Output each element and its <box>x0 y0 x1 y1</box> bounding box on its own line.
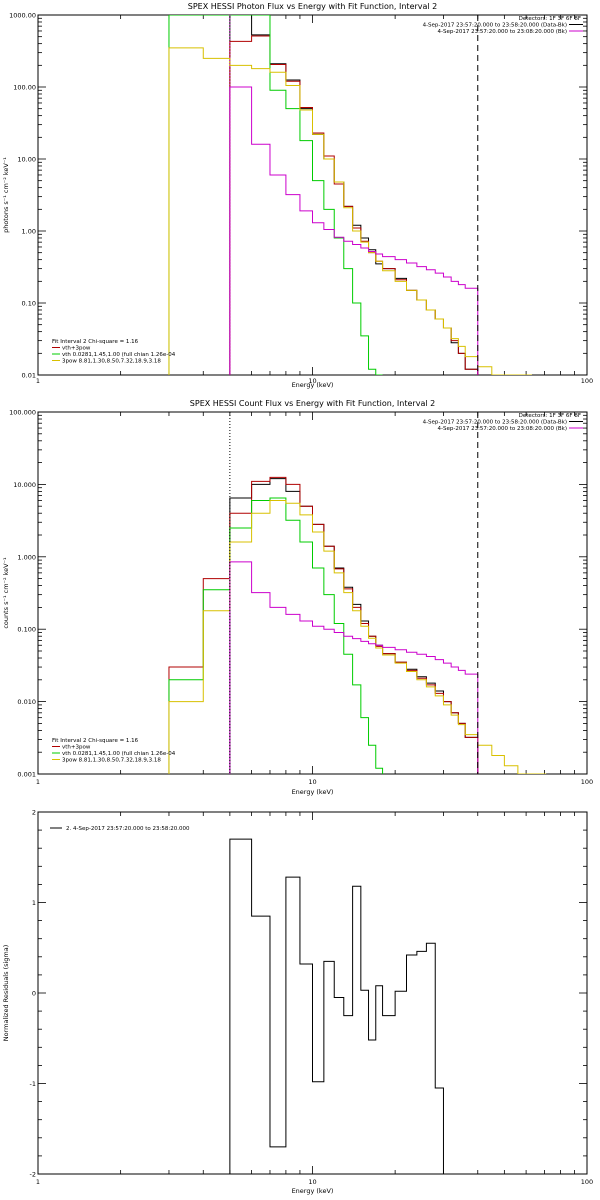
series-line-bk <box>229 86 479 375</box>
x-tick-label: 100 <box>581 1178 593 1186</box>
y-axis-label: counts s⁻¹ cm⁻² keV⁻¹ <box>2 557 10 629</box>
series-line-fit <box>168 476 479 774</box>
fit-info-line: vth 0.0281,1.45,1.00 (full chian 1.26e-0… <box>62 352 176 358</box>
y-tick-label: 0.001 <box>17 771 36 779</box>
y-tick-label: 10.000 <box>13 481 36 489</box>
y-tick-label: 0.01 <box>22 372 36 380</box>
x-axis-label: Energy (keV) <box>292 1187 334 1195</box>
x-axis-label: Energy (keV) <box>292 788 334 796</box>
fit-info-line: vth+3pow <box>62 745 91 751</box>
fit-info-line: vth 0.0281,1.45,1.00 (full chian 1.26e-0… <box>62 751 176 757</box>
chart-title: SPEX HESSI Photon Flux vs Energy with Fi… <box>188 2 438 11</box>
x-tick-label: 100 <box>581 778 593 786</box>
info-line: Detectors: 1F 3F 6F 8F <box>519 16 581 22</box>
fit-info-line: 3pow 8.81,1.30,8.50,7.32,18.9,3.18 <box>62 758 161 764</box>
y-tick-label: 1000.00 <box>9 12 36 20</box>
x-tick-label: 10 <box>308 377 316 385</box>
y-tick-label: 100.00 <box>13 84 36 92</box>
y-tick-label: 1.000 <box>17 553 36 561</box>
series-line-3pow <box>168 499 547 774</box>
x-tick-label: 1 <box>36 377 40 385</box>
plot-area <box>229 838 444 1174</box>
y-tick-label: -2 <box>30 1171 36 1179</box>
info-line: 4-Sep-2017 23:57:20.000 to 23:58:20.000 … <box>423 23 567 29</box>
series-line-vth <box>168 497 384 774</box>
info-line: 4-Sep-2017 23:57:20.000 to 23:08:20.000 … <box>438 426 568 432</box>
fit-info-line: 3pow 8.81,1.30,8.50,7.32,18.9,3.18 <box>62 359 161 365</box>
series-line-2-4-sep-2017-23-57-20-000-to-23-58-20-000 <box>229 838 444 1174</box>
y-tick-label: 0.100 <box>17 626 36 634</box>
info-line: 4-Sep-2017 23:57:20.000 to 23:08:20.000 … <box>438 29 568 35</box>
y-axis-label: Normalized Residuals (sigma) <box>2 945 10 1042</box>
plot-frame <box>37 411 588 775</box>
plot-area <box>168 476 547 774</box>
x-tick-label: 1 <box>36 778 40 786</box>
chart-panel-3: 1 10 100 Energy (keV) -2 -1 0 1 2 Normalized Resi… <box>2 809 593 1196</box>
plot-frame <box>37 14 588 376</box>
y-tick-label: 0 <box>32 990 36 998</box>
y-tick-label: -1 <box>30 1080 36 1088</box>
series-line-data-bk <box>229 478 479 774</box>
x-tick-label: 100 <box>581 377 593 385</box>
y-tick-label: 2 <box>32 809 36 817</box>
series-line-vth <box>168 15 383 375</box>
x-axis-label: Energy (keV) <box>292 381 334 389</box>
plot-area <box>168 15 532 375</box>
x-tick-label: 10 <box>308 778 316 786</box>
y-tick-label: 10.00 <box>17 156 36 164</box>
y-tick-label: 0.10 <box>22 300 36 308</box>
legend-label: 2. 4-Sep-2017 23:57:20.000 to 23:58:20.0… <box>66 826 190 832</box>
chart-panel-2: SPEX HESSI Count Flux vs Energy with Fit… <box>2 399 593 796</box>
chart-panel-1: SPEX HESSI Photon Flux vs Energy with Fi… <box>2 2 593 389</box>
y-tick-label: 1.00 <box>22 228 36 236</box>
y-tick-label: 1 <box>32 899 36 907</box>
y-tick-label: 100.000 <box>9 409 36 417</box>
x-tick-label: 10 <box>308 1178 316 1186</box>
y-tick-label: 0.010 <box>17 698 36 706</box>
info-line: Detectors: 1F 3F 6F 8F <box>519 413 581 419</box>
chart-title: SPEX HESSI Count Flux vs Energy with Fit… <box>190 399 435 408</box>
info-line: 4-Sep-2017 23:57:20.000 to 23:58:20.000 … <box>423 420 567 426</box>
y-axis-label: photons s⁻¹ cm⁻² keV⁻¹ <box>2 157 10 233</box>
fit-info-line: vth+3pow <box>62 346 91 352</box>
series-line-fit <box>229 35 479 375</box>
fit-info-line: Fit Interval 2 Chi-square = 1.16 <box>52 339 139 345</box>
series-line-bk <box>229 561 479 774</box>
x-tick-label: 1 <box>36 1178 40 1186</box>
fit-info-line: Fit Interval 2 Chi-square = 1.16 <box>52 738 139 744</box>
